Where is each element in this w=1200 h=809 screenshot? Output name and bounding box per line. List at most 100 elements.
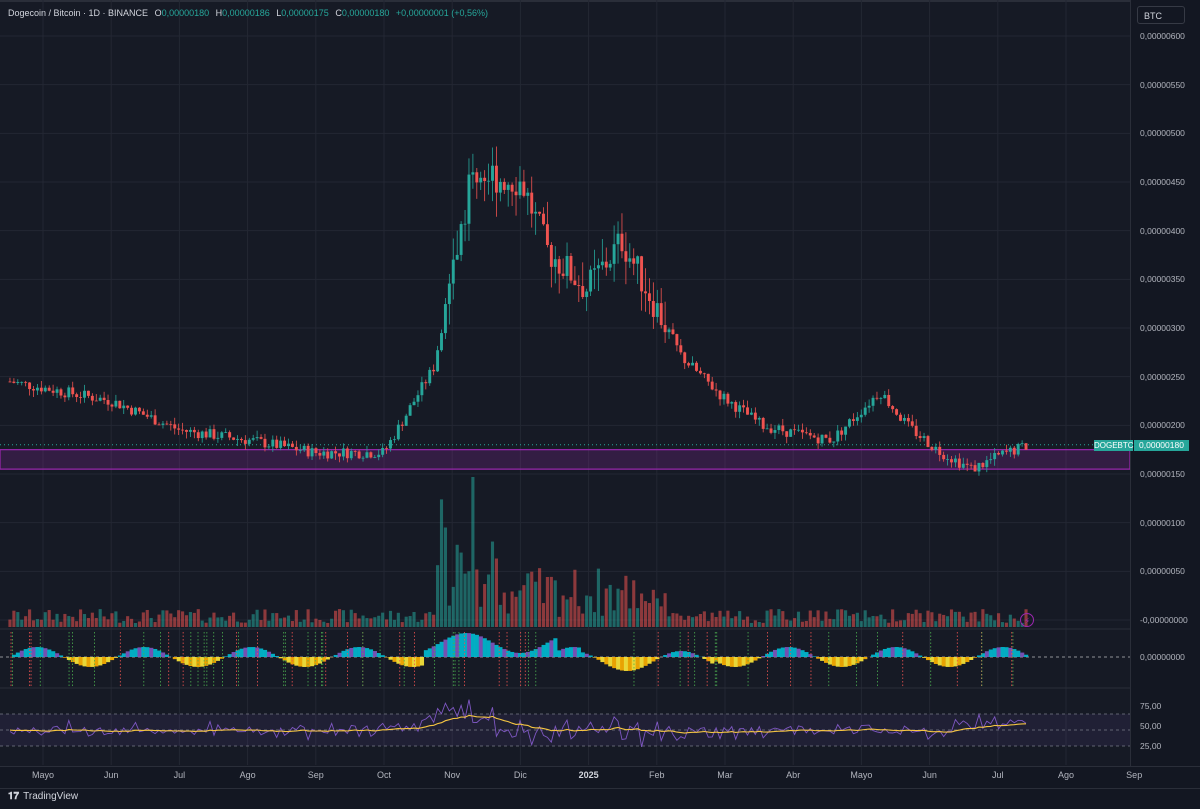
oscillator-bar	[545, 643, 549, 657]
oscillator-bar	[404, 657, 408, 666]
candle-body	[672, 329, 675, 334]
oscillator-bar	[647, 657, 651, 664]
candle-body	[1021, 443, 1024, 444]
volume-bar	[342, 610, 345, 627]
volume-bar	[1013, 619, 1016, 627]
candle-body	[617, 234, 620, 244]
oscillator-bar	[997, 647, 1001, 657]
candle-body	[828, 438, 831, 443]
candle-body	[12, 382, 15, 383]
candle-body	[558, 259, 561, 273]
volume-bar	[840, 609, 843, 627]
price-axis[interactable]	[1130, 0, 1200, 787]
currency-badge[interactable]: BTC	[1137, 6, 1185, 24]
candle-body	[162, 424, 165, 425]
volume-bar	[777, 609, 780, 627]
candle-body	[165, 424, 168, 425]
volume-bar	[922, 622, 925, 627]
volume-bar	[801, 622, 804, 627]
oscillator-bar	[785, 647, 789, 657]
volume-bar	[899, 620, 902, 627]
oscillator-bar	[208, 657, 212, 665]
candle-body	[432, 370, 435, 371]
volume-bar	[252, 614, 255, 627]
volume-bar	[36, 619, 39, 627]
price-tick-label: 0,00000150	[1140, 469, 1185, 479]
candle-body	[754, 413, 757, 420]
volume-bar	[550, 577, 553, 627]
oscillator-bar	[808, 654, 812, 657]
oscillator-bar	[855, 657, 859, 663]
candle-body	[307, 446, 310, 457]
volume-bar	[538, 568, 541, 627]
candle-body	[758, 418, 761, 420]
oscillator-bar	[463, 633, 467, 657]
volume-bar	[868, 617, 871, 627]
volume-bar	[28, 609, 31, 627]
candle-body	[550, 245, 553, 267]
candle-body	[9, 382, 12, 383]
oscillator-bar	[514, 653, 518, 657]
candle-body	[177, 428, 180, 429]
candle-body	[299, 450, 302, 451]
symbol-tag: DOGEBTC	[1094, 440, 1133, 451]
candle-body	[475, 172, 478, 182]
candle-body	[793, 429, 796, 430]
candle-body	[52, 391, 55, 393]
time-tick-label: Jul	[174, 770, 186, 780]
volume-bar	[675, 613, 678, 627]
oscillator-bar	[859, 657, 863, 661]
oscillator-bar	[153, 649, 157, 657]
volume-bar	[891, 609, 894, 627]
volume-bar	[173, 617, 176, 627]
volume-bar	[977, 621, 980, 627]
oscillator-bar	[565, 648, 569, 657]
candle-body	[730, 402, 733, 404]
oscillator-bar	[742, 657, 746, 666]
volume-bar	[420, 620, 423, 627]
symbol-title[interactable]: Dogecoin / Bitcoin · 1D · BINANCE	[8, 8, 148, 18]
candle-body	[318, 453, 321, 456]
candle-body	[1013, 448, 1016, 455]
candle-body	[362, 458, 365, 459]
price-tick-label: 0,00000500	[1140, 128, 1185, 138]
oscillator-bar	[35, 647, 39, 657]
candle-body	[405, 416, 408, 426]
volume-bar	[463, 574, 466, 627]
lightning-icon[interactable]: ⚡	[1020, 613, 1034, 627]
volume-bar	[106, 619, 109, 627]
volume-bar	[189, 612, 192, 627]
candle-body	[668, 329, 671, 332]
volume-bar	[267, 621, 270, 627]
oscillator-bar	[883, 649, 887, 657]
oscillator-bar	[620, 657, 624, 671]
candle-body	[891, 406, 894, 409]
candle-body	[130, 408, 133, 415]
volume-bar	[1005, 623, 1008, 627]
candle-body	[770, 428, 773, 432]
volume-bar	[32, 620, 35, 627]
volume-bar	[507, 613, 510, 627]
candle-body	[342, 449, 345, 457]
volume-bar	[310, 622, 313, 627]
candle-body	[899, 415, 902, 421]
volume-bar	[460, 553, 463, 627]
candle-body	[1009, 448, 1012, 452]
candle-body	[118, 401, 121, 408]
oscillator-bar	[443, 640, 447, 657]
volume-bar	[361, 616, 364, 627]
oscillator-bar	[581, 652, 585, 657]
candle-body	[169, 424, 172, 425]
tradingview-logo-icon: 𝟏𝟕	[8, 791, 19, 802]
candle-body	[715, 389, 718, 390]
volume-bar	[365, 618, 368, 627]
volume-bar	[232, 613, 235, 627]
oscillator-bar	[820, 657, 824, 661]
candle-body	[515, 192, 518, 196]
candle-body	[691, 363, 694, 366]
candle-body	[420, 382, 423, 395]
oscillator-bar	[114, 657, 118, 658]
ohlc-low-value: 0,00000175	[281, 8, 329, 18]
